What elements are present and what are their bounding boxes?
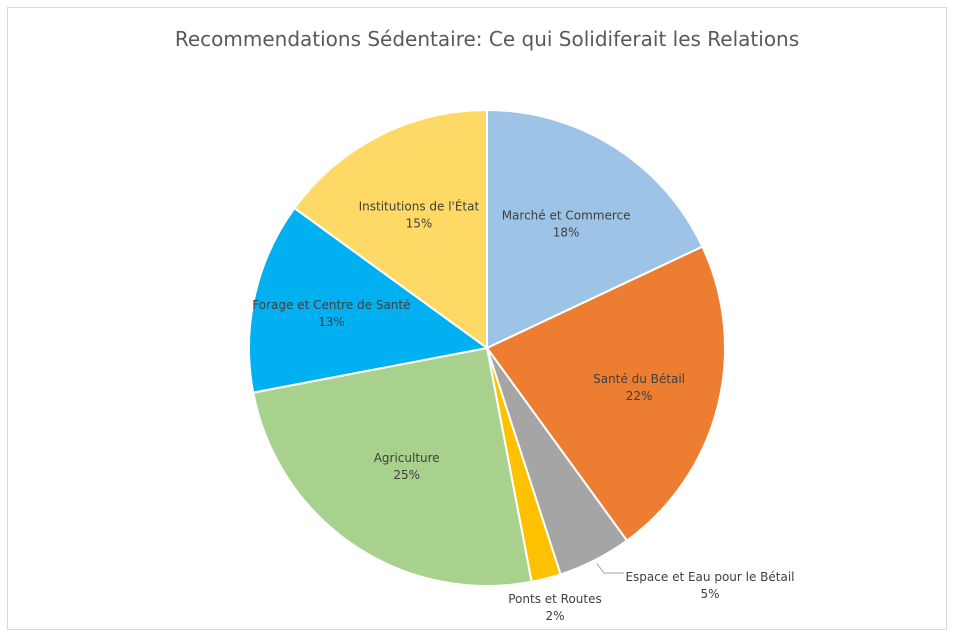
leader-lines bbox=[596, 563, 624, 574]
slice-labels: Marché et Commerce 18% Santé du Bétail 22% E… bbox=[252, 198, 794, 623]
slice-label-value: 13% bbox=[318, 315, 345, 329]
leader-line-espace-et-eau-pour-le-betail bbox=[596, 563, 624, 574]
pie-slices bbox=[248, 108, 726, 587]
slice-sante-du-betail bbox=[485, 245, 726, 542]
slice-label-value: 25% bbox=[393, 468, 420, 482]
slice-label-name: Forage et Centre de Santé bbox=[252, 298, 410, 312]
slice-label-value: 18% bbox=[553, 225, 580, 239]
slice-label-name: Espace et Eau pour le Bétail bbox=[625, 570, 794, 584]
slice-label-name: Marché et Commerce bbox=[502, 208, 631, 222]
slice-label-name: Santé du Bétail bbox=[593, 372, 685, 386]
slice-forage-et-centre-de-sante bbox=[248, 206, 490, 394]
slice-label-name: Ponts et Routes bbox=[508, 592, 602, 606]
chart-title: Recommendations Sédentaire: Ce qui Solid… bbox=[175, 27, 799, 51]
slice-label-name: Agriculture bbox=[374, 451, 440, 465]
slice-label-value: 15% bbox=[406, 216, 433, 230]
slice-label-name: Institutions de l'État bbox=[359, 198, 480, 213]
slice-institutions-de-l-etat bbox=[293, 108, 488, 350]
slice-label-value: 2% bbox=[545, 609, 564, 623]
slice-label-value: 22% bbox=[626, 389, 653, 403]
slice-marche-et-commerce bbox=[486, 108, 704, 350]
slice-agriculture bbox=[252, 346, 533, 587]
slice-label-value: 5% bbox=[700, 587, 719, 601]
